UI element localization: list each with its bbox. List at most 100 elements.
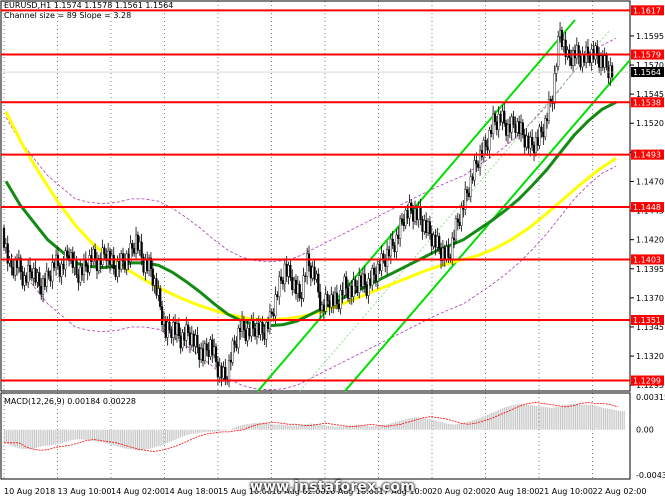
level-label: 1.1538 (633, 98, 661, 107)
macd-bar (552, 407, 554, 430)
candle-body (579, 56, 582, 68)
macd-bar (252, 423, 255, 430)
macd-bar (196, 429, 199, 434)
candle-body (146, 259, 149, 271)
macd-bar (578, 404, 580, 430)
candle-body (601, 55, 604, 68)
macd-bar (574, 404, 577, 430)
level-label: 1.1617 (633, 6, 661, 15)
macd-bar (155, 429, 157, 447)
candle-body (257, 323, 260, 335)
y-tick-label: 1.1345 (636, 323, 664, 332)
candle-body (399, 218, 402, 239)
macd-bar (209, 429, 212, 432)
macd-bar (108, 429, 111, 445)
macd-bar (556, 407, 558, 430)
candle-body (263, 332, 266, 340)
macd-bar (533, 405, 535, 430)
macd-bar (271, 424, 273, 430)
macd-bar (123, 429, 126, 449)
candle-body (553, 73, 556, 104)
candle-body (188, 332, 192, 346)
macd-bar (45, 429, 47, 446)
macd-bar (589, 405, 592, 430)
macd-bar (471, 420, 474, 430)
candle-body (322, 304, 325, 312)
candle-body (252, 320, 255, 329)
candle-body (170, 329, 173, 338)
macd-bar (194, 429, 197, 434)
candle-body (34, 268, 37, 283)
macd-bar (582, 404, 584, 430)
macd-bar (616, 410, 618, 430)
candle-body (320, 304, 324, 311)
macd-bar (73, 429, 75, 440)
candle-body (384, 259, 387, 267)
macd-bar (565, 404, 567, 430)
level-label-bg (631, 149, 664, 160)
candle-body (47, 270, 50, 277)
macd-bar (412, 417, 414, 430)
candle-body (123, 261, 126, 270)
candle-body (599, 55, 603, 68)
candle-body (127, 253, 130, 262)
candle-body (112, 254, 115, 269)
candle-body (207, 350, 210, 357)
macd-bar (451, 424, 453, 430)
macd-bar (221, 429, 223, 431)
candle-body (478, 150, 482, 168)
macd-bar (558, 406, 560, 430)
macd-bar (398, 420, 401, 430)
candle-body (465, 189, 469, 194)
macd-bar (458, 423, 461, 430)
level-label: 1.1299 (633, 377, 661, 386)
y-tick-label: 1.1470 (636, 177, 664, 186)
y-tick-label: 1.1320 (636, 352, 664, 361)
candle-body (164, 319, 167, 338)
macd-bar (193, 429, 195, 434)
macd-bar (603, 407, 605, 430)
macd-bar (288, 425, 290, 430)
candle-body (510, 116, 513, 133)
macd-bar (71, 429, 73, 441)
current-price-bg (631, 67, 664, 78)
candle-body (205, 343, 208, 351)
candle-body (25, 275, 28, 283)
macd-bar (486, 414, 489, 430)
level-label: 1.1448 (633, 203, 661, 212)
candle-body (367, 278, 370, 296)
candle-body (359, 275, 363, 287)
candle-body (484, 139, 487, 147)
macd-bar (436, 420, 438, 430)
macd-bar (522, 404, 524, 430)
macd-label: MACD(12,26,9) 0.00184 0.00228 (4, 397, 137, 406)
macd-bar (146, 429, 148, 450)
candle-body (447, 246, 450, 258)
macd-bar (550, 407, 552, 430)
candle-body (240, 318, 244, 332)
candle-body (575, 45, 578, 59)
candle-body (213, 346, 216, 356)
macd-bar (178, 429, 180, 439)
candle-body (56, 254, 60, 267)
candle-body (294, 279, 298, 294)
candle-body (337, 303, 340, 309)
y-tick-label: 1.1370 (636, 294, 664, 303)
macd-bar (430, 419, 433, 430)
candle-body (244, 329, 247, 341)
candle-body (311, 266, 314, 279)
macd-bar (299, 425, 301, 430)
candle-body (281, 280, 285, 285)
macd-bar (370, 426, 373, 430)
macd-bar (595, 405, 597, 430)
candle-body (138, 241, 141, 251)
macd-bar (236, 426, 238, 430)
macd-bar (427, 418, 429, 430)
candle-body (300, 297, 303, 299)
candle-body (376, 263, 379, 282)
macd-bar (174, 429, 176, 440)
candle-body (555, 66, 558, 74)
candle-body (216, 361, 219, 378)
macd-bar (279, 424, 281, 430)
macd-bar (376, 425, 378, 430)
